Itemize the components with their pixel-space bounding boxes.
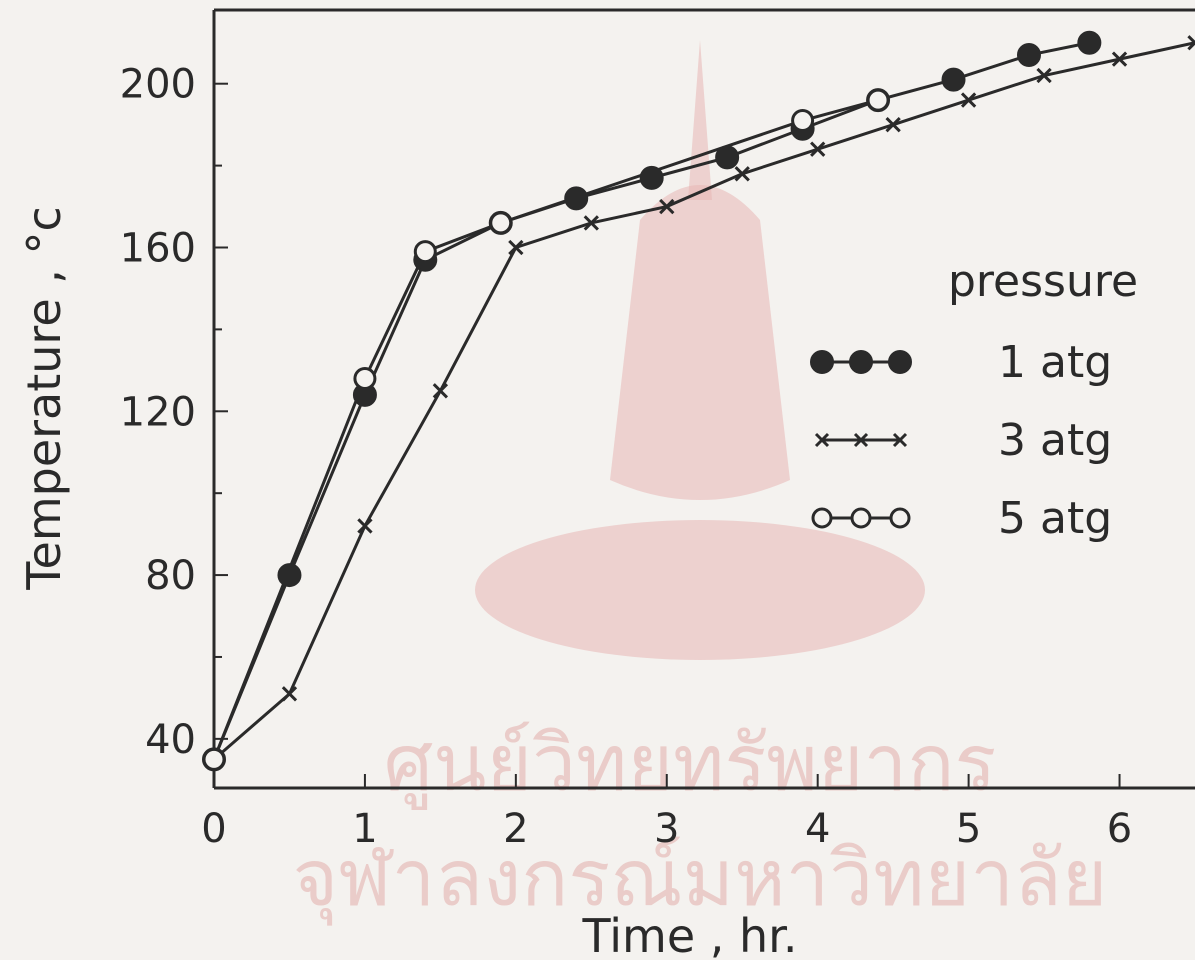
data-point-cross	[432, 383, 449, 399]
y-tick-label: 80	[145, 553, 196, 599]
data-point-filled	[810, 350, 834, 374]
x-axis-title: Time , hr.	[582, 909, 798, 960]
series-5-atg	[212, 98, 879, 760]
x-tick-label: 2	[503, 806, 528, 852]
data-point-cross	[892, 432, 908, 448]
data-point-cross	[853, 432, 869, 448]
data-point-open	[202, 747, 226, 771]
data-point-filled	[277, 563, 302, 588]
data-point-cross	[1111, 51, 1128, 67]
series-markers-3-atg	[206, 35, 1195, 767]
x-tick-label: 5	[956, 806, 981, 852]
data-point-open	[353, 367, 377, 391]
data-point-cross	[960, 92, 977, 108]
legend-label: 3 atg	[998, 415, 1112, 466]
legend-title: pressure	[948, 256, 1138, 307]
data-point-filled	[849, 350, 873, 374]
x-tick-label: 3	[654, 806, 679, 852]
x-tick-label: 6	[1107, 806, 1132, 852]
data-point-open	[866, 88, 890, 112]
data-point-cross	[659, 198, 675, 215]
data-point-open	[413, 240, 437, 264]
series-line	[213, 41, 1195, 761]
series-line	[212, 98, 879, 760]
legend-label: 5 atg	[998, 493, 1112, 544]
data-point-cross	[885, 116, 901, 133]
svg-text:จุฬาลงกรณ์มหาวิทยาลัย: จุฬาลงกรณ์มหาวิทยาลัย	[292, 834, 1107, 926]
data-point-cross	[734, 166, 750, 182]
data-point-filled	[715, 145, 740, 170]
data-point-open	[791, 109, 815, 133]
data-point-filled	[1077, 30, 1102, 55]
y-tick-label: 120	[120, 389, 196, 435]
data-point-cross	[1036, 67, 1052, 84]
y-axis-title: Temperature , °c	[17, 206, 71, 591]
data-point-open	[850, 507, 872, 529]
x-tick-label: 1	[352, 806, 377, 852]
legend: pressure 1 atg 3 atg 5 atg	[810, 256, 1138, 544]
data-point-filled	[941, 67, 966, 92]
data-point-filled	[1016, 43, 1041, 68]
data-point-cross	[508, 239, 524, 256]
data-point-open	[811, 507, 833, 529]
y-tick-label: 200	[120, 62, 196, 108]
data-point-cross	[583, 215, 599, 231]
data-point-cross	[810, 141, 826, 157]
watermark-text: ศูนย์วิทยทรัพยากร จุฬาลงกรณ์มหาวิทยาลัย	[292, 719, 1107, 926]
data-point-cross	[357, 518, 373, 534]
data-point-filled	[888, 350, 912, 374]
legend-item: 1 atg	[810, 337, 1112, 388]
series-layer	[202, 30, 1195, 772]
data-point-open	[889, 507, 911, 529]
series-markers-5-atg	[202, 88, 890, 771]
data-point-open	[489, 211, 513, 235]
data-point-cross	[281, 686, 298, 702]
data-point-filled	[564, 186, 589, 211]
svg-text:ศูนย์วิทยทรัพยากร: ศูนย์วิทยทรัพยากร	[384, 719, 997, 810]
legend-label: 1 atg	[998, 337, 1112, 388]
watermark-seal	[475, 40, 925, 660]
legend-item: 5 atg	[811, 493, 1112, 544]
data-point-cross	[814, 432, 830, 448]
y-tick-label: 40	[145, 717, 196, 763]
axes: 40 80 120 160 200 0 1 2 3 4 5 6	[120, 8, 1195, 852]
data-point-filled	[639, 165, 664, 190]
legend-item: 3 atg	[814, 415, 1112, 466]
data-point-cross	[1187, 35, 1195, 51]
y-tick-label: 160	[120, 225, 196, 271]
series-3-atg	[213, 41, 1195, 761]
x-tick-label: 0	[201, 806, 226, 852]
x-tick-label: 4	[805, 806, 830, 852]
